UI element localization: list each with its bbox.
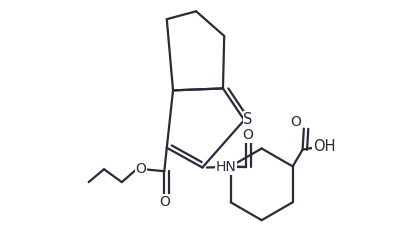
Text: O: O [242,128,253,142]
Text: S: S [244,112,253,127]
Text: O: O [291,116,301,130]
Text: O: O [160,195,171,209]
Text: OH: OH [313,139,335,154]
Text: HN: HN [215,160,236,174]
Text: O: O [136,162,147,176]
